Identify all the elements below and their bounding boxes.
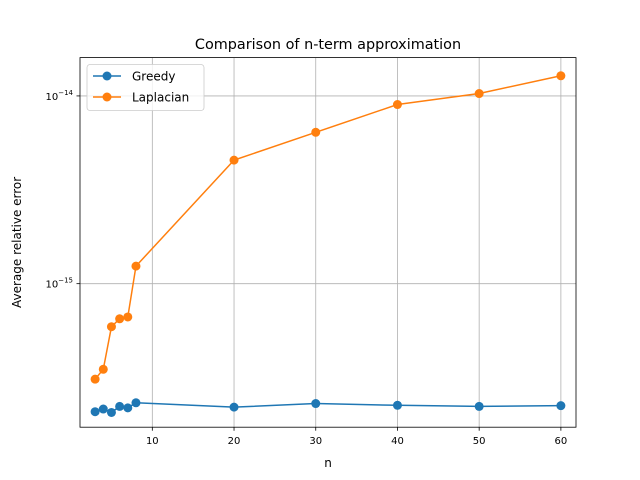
data-point-laplacian <box>556 71 566 81</box>
legend-marker-laplacian <box>102 92 112 102</box>
data-point-laplacian <box>90 374 100 384</box>
data-point-laplacian <box>474 89 484 99</box>
x-axis: 10 20 30 40 50 60 <box>146 427 567 447</box>
y-axis-label: Average relative error <box>10 177 24 308</box>
series-laplacian <box>90 71 566 384</box>
data-point-greedy <box>90 407 100 417</box>
chart-title: Comparison of n-term approximation <box>195 37 461 53</box>
x-tick-label: 10 <box>146 436 159 447</box>
x-tick-label: 30 <box>309 436 322 447</box>
data-point-laplacian <box>98 364 108 374</box>
data-point-laplacian <box>131 261 141 271</box>
data-point-greedy <box>115 401 125 411</box>
data-point-greedy <box>106 407 116 417</box>
legend-label-laplacian: Laplacian <box>132 91 189 105</box>
data-point-greedy <box>311 399 321 409</box>
data-point-greedy <box>98 404 108 414</box>
data-point-greedy <box>229 402 239 412</box>
legend-entry-laplacian: Laplacian <box>93 91 189 105</box>
y-tick-label: 10−14 <box>45 89 73 103</box>
x-axis-label: n <box>324 456 332 470</box>
data-point-greedy <box>556 401 566 411</box>
y-tick-label: 10−15 <box>45 277 73 291</box>
legend-label-greedy: Greedy <box>132 70 175 84</box>
legend-entry-greedy: Greedy <box>93 70 175 84</box>
plot-frame <box>79 57 577 428</box>
data-point-laplacian <box>229 155 239 165</box>
x-tick-label: 40 <box>391 436 404 447</box>
data-point-greedy <box>131 398 141 408</box>
data-point-laplacian <box>106 322 116 332</box>
data-point-greedy <box>392 400 402 410</box>
data-point-greedy <box>123 403 133 413</box>
series-greedy <box>90 398 566 417</box>
data-point-greedy <box>474 401 484 411</box>
series-layer <box>90 71 566 417</box>
x-tick-label: 20 <box>228 436 241 447</box>
legend-marker-greedy <box>102 71 112 81</box>
x-tick-label: 50 <box>473 436 486 447</box>
data-point-laplacian <box>311 127 321 137</box>
data-point-laplacian <box>115 314 125 324</box>
data-point-laplacian <box>392 100 402 110</box>
x-tick-label: 60 <box>555 436 568 447</box>
y-axis: 10−15 10−14 <box>45 89 80 291</box>
legend: Greedy Laplacian <box>86 64 205 111</box>
data-point-laplacian <box>123 312 133 322</box>
